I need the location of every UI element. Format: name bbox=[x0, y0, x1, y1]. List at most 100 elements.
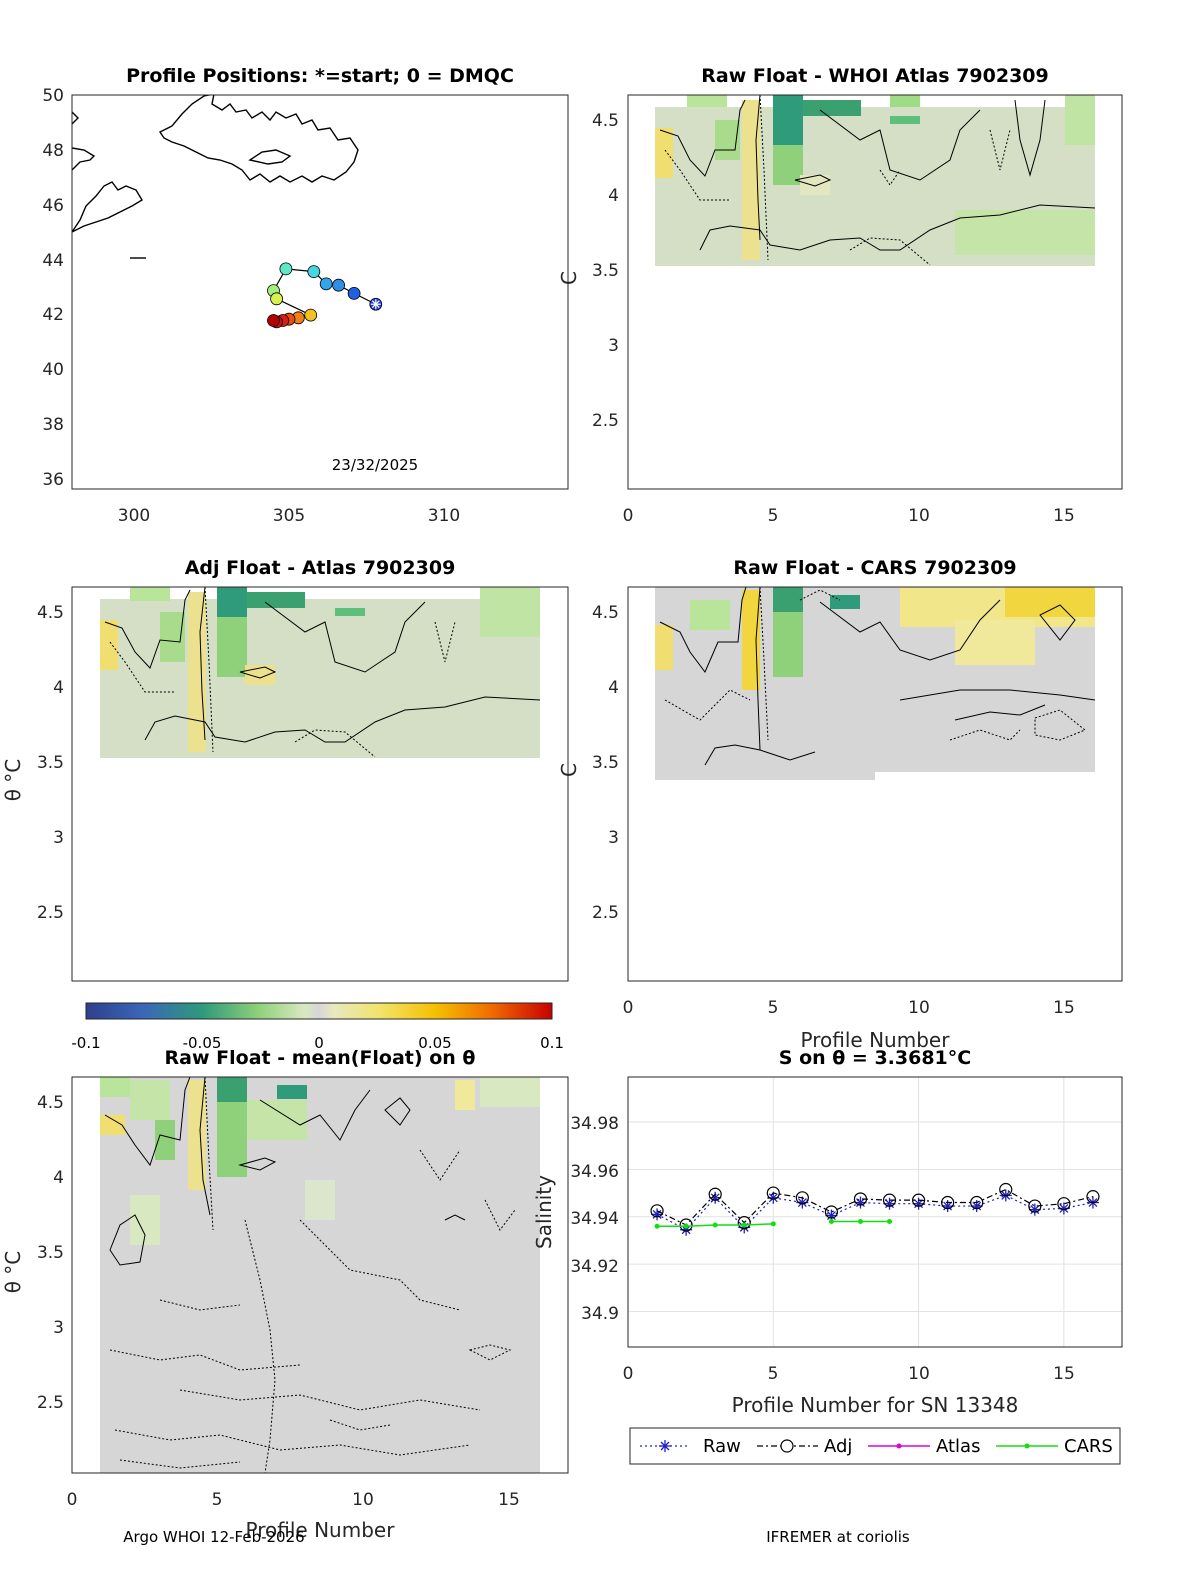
section-cells bbox=[655, 95, 1095, 260]
raw-mean-xticks: 0 5 10 15 bbox=[67, 1490, 520, 1510]
adj-point bbox=[1028, 1199, 1042, 1213]
raw-whoi-axes-box bbox=[627, 94, 1123, 490]
cars-point bbox=[654, 1223, 660, 1229]
raw-point bbox=[1028, 1203, 1041, 1216]
adj-point bbox=[766, 1186, 780, 1200]
raw-point-stroke bbox=[768, 1193, 778, 1203]
raw-point-stroke bbox=[943, 1201, 953, 1211]
salinity-legend: Raw Adj Atlas CARS bbox=[629, 1427, 1121, 1465]
map-ytick: 36 bbox=[42, 470, 64, 490]
adj-point bbox=[999, 1182, 1013, 1197]
raw-point-stroke bbox=[681, 1225, 691, 1235]
profile-marker bbox=[279, 262, 293, 276]
adj-point bbox=[941, 1195, 955, 1210]
salinity-ytick: 34.94 bbox=[570, 1209, 619, 1229]
adj-point bbox=[795, 1191, 809, 1205]
raw-cars-ytick: 3.5 bbox=[592, 753, 619, 773]
raw-cars-ytick: 2.5 bbox=[592, 903, 619, 923]
raw-mean-title: Raw Float - mean(Float) on θ bbox=[165, 1047, 476, 1069]
raw-cars-axes-box bbox=[627, 586, 1123, 982]
raw-mean-xtick: 15 bbox=[498, 1490, 520, 1510]
profile-marker bbox=[319, 277, 333, 291]
contours bbox=[659, 95, 1096, 266]
raw-mean-ytick: 4.5 bbox=[37, 1093, 64, 1113]
raw-cars-xtick: 0 bbox=[623, 998, 634, 1018]
raw-point-stroke bbox=[1030, 1205, 1040, 1215]
raw-point-stroke bbox=[885, 1199, 894, 1209]
raw-mean-xtick: 10 bbox=[352, 1490, 374, 1510]
adj-point bbox=[911, 1193, 926, 1207]
salinity-xtick: 15 bbox=[1053, 1364, 1075, 1384]
section-cells bbox=[655, 587, 1095, 690]
salinity-yticks: 34.98 34.96 34.94 34.92 34.9 bbox=[570, 1114, 619, 1324]
raw-mean-ytick: 4 bbox=[53, 1168, 64, 1188]
raw-mean-xlabel: Profile Number bbox=[246, 1518, 396, 1542]
adj-point bbox=[679, 1218, 693, 1232]
salinity-xlabel: Profile Number for SN 13348 bbox=[732, 1393, 1019, 1417]
salinity-title: S on θ = 3.3681°C bbox=[779, 1047, 971, 1069]
adj-atlas-ytick: 3 bbox=[53, 828, 64, 848]
dot-marker-icon bbox=[1024, 1443, 1030, 1449]
salinity-xtick: 10 bbox=[908, 1364, 930, 1384]
cars-point bbox=[741, 1222, 747, 1228]
raw-cars-xticks: 0 5 10 15 bbox=[623, 998, 1075, 1018]
raw-mean-ylabel: θ °C bbox=[1, 1251, 25, 1294]
legend-atlas-label: Atlas bbox=[936, 1436, 980, 1457]
adj-atlas-title: Adj Float - Atlas 7902309 bbox=[185, 557, 456, 579]
panel-salinity: S on θ = 3.3681°C 34.98 34.96 34.94 34.9… bbox=[532, 1047, 1123, 1465]
profile-marker bbox=[347, 286, 361, 300]
colorbar-tick: -0.1 bbox=[71, 1034, 100, 1052]
raw-whoi-ytick: 2.5 bbox=[592, 411, 619, 431]
map-ytick: 46 bbox=[42, 196, 64, 216]
contours bbox=[659, 587, 1096, 766]
raw-mean-xtick: 5 bbox=[212, 1490, 223, 1510]
panel-raw-whoi-atlas: Raw Float - WHOI Atlas 7902309 bbox=[557, 65, 1123, 526]
raw-point-stroke bbox=[972, 1201, 982, 1211]
profile-marker bbox=[307, 265, 321, 279]
adj-point bbox=[970, 1195, 984, 1210]
salinity-grid bbox=[628, 1077, 1122, 1347]
cars-point bbox=[712, 1222, 718, 1228]
profile-marker bbox=[267, 314, 280, 327]
profile-markers bbox=[267, 262, 383, 329]
raw-point-stroke bbox=[797, 1198, 807, 1207]
colorbar-tick: 0.05 bbox=[418, 1034, 451, 1052]
adj-point bbox=[650, 1204, 664, 1218]
profile-marker bbox=[332, 278, 346, 292]
raw-cars-xtick: 15 bbox=[1053, 998, 1075, 1018]
raw-mean-ytick: 2.5 bbox=[37, 1393, 64, 1413]
adj-atlas-yticks: 4.5 4 3.5 3 2.5 bbox=[37, 603, 64, 923]
adj-point bbox=[737, 1216, 751, 1230]
map-ytick: 44 bbox=[42, 251, 64, 271]
raw-whoi-xtick: 10 bbox=[908, 506, 930, 526]
raw-whoi-yticks: 4.5 4 3.5 3 2.5 bbox=[592, 111, 619, 431]
salinity-xticks: 0 5 10 15 bbox=[623, 1364, 1075, 1384]
contours bbox=[104, 1077, 516, 1473]
adj-point bbox=[882, 1193, 897, 1207]
colorbar-gradient bbox=[85, 1002, 553, 1020]
raw-whoi-xtick: 15 bbox=[1053, 506, 1075, 526]
raw-cars-xtick: 5 bbox=[768, 998, 779, 1018]
adj-point bbox=[1057, 1197, 1071, 1211]
asterisk-stroke bbox=[371, 300, 380, 309]
cars-point bbox=[770, 1221, 776, 1227]
salinity-ytick: 34.92 bbox=[570, 1257, 619, 1277]
map-title: Profile Positions: *=start; 0 = DMQC bbox=[126, 65, 514, 87]
legend-raw-label: Raw bbox=[703, 1436, 741, 1457]
adj-point bbox=[824, 1205, 839, 1219]
adj-atlas-axes-box bbox=[71, 586, 569, 982]
section-field-lower bbox=[655, 772, 875, 780]
raw-cars-xlabel: Profile Number bbox=[801, 1028, 951, 1052]
raw-point-stroke bbox=[826, 1211, 836, 1221]
contours bbox=[104, 587, 541, 758]
adj-atlas-ylabel: θ °C bbox=[1, 759, 25, 802]
series-raw-line bbox=[656, 1194, 1094, 1231]
legend-raw: Raw bbox=[640, 1436, 741, 1457]
raw-whoi-ytick: 4 bbox=[608, 186, 619, 206]
legend-cars: CARS bbox=[996, 1436, 1113, 1457]
raw-point-stroke bbox=[856, 1198, 865, 1207]
raw-cars-title: Raw Float - CARS 7902309 bbox=[733, 557, 1016, 579]
raw-cars-ylabel-fragment: C bbox=[557, 763, 581, 777]
